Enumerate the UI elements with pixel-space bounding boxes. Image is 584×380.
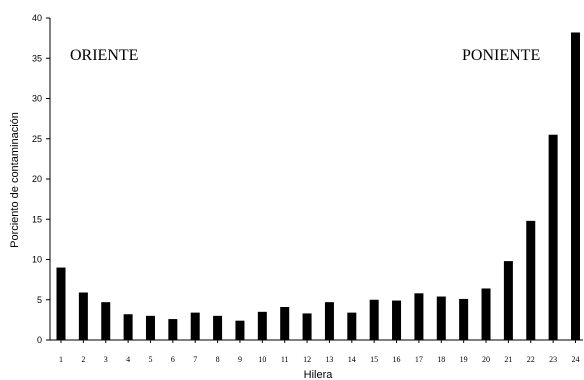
bar-16	[392, 300, 402, 340]
bar-13	[324, 302, 334, 340]
x-tick-label: 14	[348, 355, 356, 364]
annotation-oriente: ORIENTE	[70, 47, 138, 64]
x-tick-label: 13	[325, 355, 333, 364]
x-axis-ticks: 1 2 3 4 5 6 7 8 9 10 11 12 13 14 15 16 17 18 19 20 21 22 23 24	[59, 340, 580, 364]
x-tick-label: 16	[393, 355, 401, 364]
x-tick-label: 9	[238, 355, 242, 364]
bar-7	[190, 312, 200, 340]
x-tick-label: 1	[59, 355, 63, 364]
bar-1	[56, 267, 66, 340]
y-tick-label: 35	[32, 53, 42, 63]
y-tick-label: 10	[32, 255, 42, 265]
y-tick-label: 40	[32, 13, 42, 23]
x-tick-label: 7	[193, 355, 197, 364]
x-tick-label: 2	[81, 355, 85, 364]
bar-9	[235, 320, 245, 340]
x-tick-label: 6	[171, 355, 175, 364]
y-tick-label: 5	[37, 295, 42, 305]
bars	[56, 32, 580, 341]
x-tick-label: 15	[370, 355, 378, 364]
x-tick-label: 4	[126, 355, 130, 364]
bar-14	[347, 312, 357, 340]
bar-3	[101, 302, 111, 340]
bar-5	[145, 315, 155, 340]
annotation-poniente: PONIENTE	[462, 47, 540, 64]
x-tick-label: 23	[549, 355, 557, 364]
x-tick-label: 8	[216, 355, 220, 364]
x-tick-label: 11	[281, 355, 289, 364]
bar-21	[503, 261, 513, 340]
y-tick-label: 15	[32, 214, 42, 224]
x-tick-label: 17	[415, 355, 423, 364]
x-tick-label: 22	[527, 355, 535, 364]
bar-23	[548, 134, 558, 340]
bar-19	[459, 298, 469, 340]
y-tick-label: 25	[32, 134, 42, 144]
x-tick-label: 19	[460, 355, 468, 364]
x-tick-label: 3	[104, 355, 108, 364]
x-tick-label: 18	[437, 355, 445, 364]
y-axis-label: Porciento de contaminación	[9, 112, 21, 248]
x-tick-label: 24	[572, 355, 580, 364]
bar-2	[78, 292, 88, 340]
bar-8	[213, 315, 223, 340]
bar-15	[369, 299, 379, 340]
x-axis-label: Hilera	[304, 369, 334, 380]
x-tick-label: 10	[258, 355, 266, 364]
bar-17	[414, 293, 424, 340]
x-tick-label: 20	[482, 355, 490, 364]
y-axis-ticks: 0 5 10 15 20 25 30 35 40	[32, 13, 50, 345]
bar-24	[571, 32, 580, 341]
bar-11	[280, 306, 290, 340]
bar-18	[436, 296, 446, 340]
y-tick-label: 20	[32, 174, 42, 184]
x-tick-label: 21	[504, 355, 512, 364]
bar-12	[302, 313, 312, 340]
x-tick-label: 5	[148, 355, 152, 364]
bar-4	[123, 314, 133, 340]
y-tick-label: 0	[37, 335, 42, 345]
bar-10	[257, 311, 267, 340]
bar-20	[481, 288, 491, 340]
x-tick-label: 12	[303, 355, 311, 364]
bar-6	[168, 319, 178, 340]
y-tick-label: 30	[32, 94, 42, 104]
bar-22	[526, 220, 536, 340]
